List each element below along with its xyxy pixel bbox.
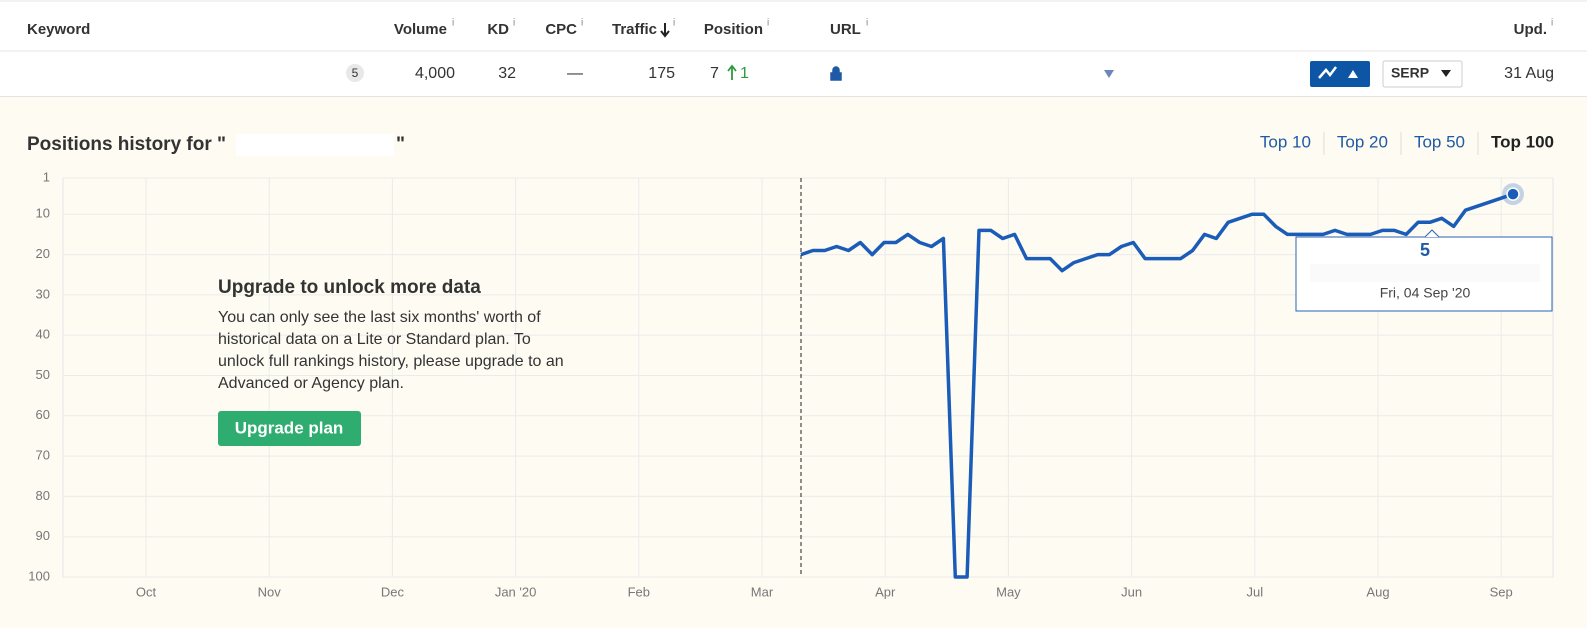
x-tick-label: Apr (875, 584, 896, 599)
info-icon[interactable]: i (513, 18, 515, 29)
hidden-keyword (1310, 264, 1540, 282)
x-tick-label: Sep (1490, 584, 1513, 599)
upgrade-text-line: Advanced or Agency plan. (218, 375, 404, 392)
point (1506, 187, 1520, 201)
header-traffic[interactable]: Traffic (612, 21, 657, 38)
upgrade-text-line: unlock full rankings history, please upg… (218, 353, 564, 370)
info-icon[interactable]: i (452, 18, 454, 29)
caret (1348, 70, 1358, 78)
volume: 4,000 (415, 65, 455, 82)
tab[interactable]: Top 50 (1414, 132, 1465, 151)
kd: 32 (498, 65, 516, 82)
info-icon[interactable]: i (581, 18, 583, 29)
up-arrow (727, 64, 737, 80)
y-tick-label: 80 (36, 488, 50, 503)
y-tick-label: 20 (36, 246, 50, 261)
dropdown[interactable] (1104, 70, 1114, 78)
updated: 31 Aug (1504, 65, 1554, 82)
header-kd[interactable]: KD (487, 21, 509, 38)
tab[interactable]: Top 10 (1260, 132, 1311, 151)
x-tick-label: May (996, 584, 1021, 599)
x-tick-label: Jul (1246, 584, 1263, 599)
header-position[interactable]: Position (704, 21, 763, 38)
x-tick-label: Jan '20 (495, 584, 537, 599)
position-line (800, 192, 1514, 579)
y-tick-label: 1 (43, 169, 50, 184)
lock-icon (830, 66, 842, 81)
header-updated[interactable]: Upd. (1514, 21, 1547, 38)
panel-title: " (396, 134, 405, 155)
y-tick-label: 70 (36, 448, 50, 463)
x-tick-label: Mar (751, 584, 774, 599)
x-tick-label: Aug (1366, 584, 1389, 599)
header-cpc[interactable]: CPC (545, 21, 577, 38)
serp-button[interactable] (1382, 60, 1463, 88)
header-keyword[interactable]: Keyword (27, 21, 90, 38)
tooltip-value: 5 (1420, 240, 1430, 260)
tabs: Top 100 Top 50 Top 20 Top 10 (1260, 132, 1554, 155)
tooltip-pointer (1424, 229, 1440, 238)
y-tick-label: 60 (36, 407, 50, 422)
y-tick-label: 90 (36, 528, 50, 543)
cpc: — (567, 65, 583, 82)
y-tick-label: 50 (36, 367, 50, 382)
hidden-keyword (236, 134, 394, 156)
chart-icon (1318, 66, 1337, 79)
badge (346, 64, 364, 82)
position: 7 (710, 65, 719, 82)
x-tick-label: Dec (381, 584, 405, 599)
tab[interactable]: Top 20 (1337, 132, 1388, 151)
info-icon[interactable]: i (866, 18, 868, 29)
plot: 1 10 20 30 40 50 60 70 80 90 100 Oct Nov Dec Jan '20 Fe… (28, 169, 1554, 599)
upgrade-button-label: Upgrade plan (235, 418, 344, 437)
y-tick-label: 10 (36, 206, 50, 221)
header-volume[interactable]: Volume (394, 21, 447, 38)
y-tick-label: 40 (36, 327, 50, 342)
y-tick-label: 30 (36, 286, 50, 301)
info-icon[interactable]: i (767, 18, 769, 29)
tooltip-date: Fri, 04 Sep '20 (1380, 285, 1471, 301)
caret (1441, 70, 1451, 77)
x-tick-label: Nov (258, 584, 282, 599)
panel-title: Positions history for " (27, 134, 226, 155)
upgrade-button[interactable] (218, 411, 361, 446)
traffic: 175 (648, 65, 675, 82)
tooltip: 5 Fri, 04 Sep '20 (1295, 229, 1553, 312)
panel-bg (0, 97, 1587, 628)
y-tick-label: 100 (28, 568, 50, 583)
upgrade-text-line: historical data on a Lite or Standard pl… (218, 331, 531, 348)
sort-arrow (660, 23, 670, 38)
x-tick-label: Feb (628, 584, 650, 599)
x-tick-label: Oct (136, 584, 157, 599)
info-icon[interactable]: i (1551, 18, 1553, 29)
position-change: 1 (740, 65, 749, 82)
badge-text: 5 (352, 66, 359, 80)
tab[interactable]: Top 100 (1491, 132, 1554, 151)
serp-label: SERP (1391, 65, 1429, 81)
upgrade-text: You can only see the last six months' wo… (218, 309, 564, 392)
chart-toggle[interactable] (1310, 61, 1370, 87)
upgrade-title: Upgrade to unlock more data (218, 277, 481, 298)
x-tick-label: Jun (1121, 584, 1142, 599)
header-url[interactable]: URL (830, 21, 861, 38)
info-icon[interactable]: i (673, 18, 675, 29)
upgrade-text-line: You can only see the last six months' wo… (218, 309, 541, 326)
